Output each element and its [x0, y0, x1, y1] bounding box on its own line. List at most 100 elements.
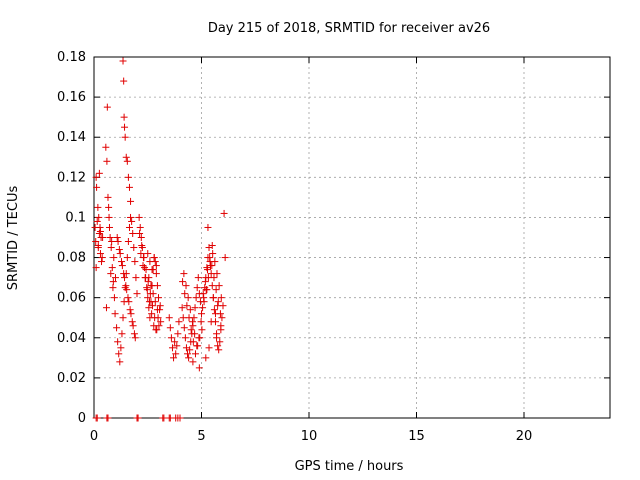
data-point [154, 314, 162, 322]
data-point [120, 270, 128, 278]
data-point [218, 314, 226, 322]
x-axis-label: GPS time / hours [295, 459, 404, 474]
data-point [209, 294, 217, 302]
data-point [213, 334, 221, 342]
data-point [188, 318, 196, 326]
data-point [149, 290, 157, 298]
data-point [108, 238, 116, 246]
data-point [93, 414, 101, 422]
axis-ticks: 0 0.02 0.04 0.06 0.08 0.1 0.12 0.14 0.16 0.18 0 5 10… [57, 50, 610, 444]
data-point [146, 258, 154, 266]
data-point [114, 238, 122, 246]
data-point [131, 258, 139, 266]
data-point [130, 330, 138, 338]
y-tick-label: 0.04 [57, 331, 86, 346]
data-point [153, 306, 161, 314]
data-point [147, 282, 155, 290]
data-point [129, 322, 137, 330]
data-point [107, 244, 115, 252]
data-point [136, 223, 144, 231]
data-point [123, 286, 131, 294]
data-point [95, 169, 103, 177]
data-point [118, 262, 126, 270]
data-point [208, 282, 216, 290]
data-point [148, 310, 156, 318]
data-point [214, 342, 222, 350]
data-point [105, 223, 113, 231]
x-tick-label: 15 [408, 429, 425, 444]
data-point [209, 250, 217, 258]
data-point [200, 298, 208, 306]
data-point [204, 223, 212, 231]
data-point [120, 77, 128, 85]
data-point [197, 318, 205, 326]
data-point [125, 298, 133, 306]
y-tick-label: 0.16 [57, 90, 86, 105]
y-tick-label: 0 [78, 411, 86, 426]
plot-frame [93, 56, 611, 419]
data-point [165, 314, 173, 322]
data-point [198, 310, 205, 318]
data-point [139, 262, 147, 270]
data-point [105, 203, 113, 211]
y-tick-label: 0.06 [57, 291, 86, 306]
data-point [129, 229, 137, 237]
data-point [189, 358, 197, 366]
data-point [119, 57, 127, 65]
data-point [118, 258, 126, 266]
data-point [110, 294, 118, 302]
data-point [106, 234, 114, 241]
data-point [115, 350, 123, 358]
data-point [107, 270, 115, 278]
data-point [109, 284, 117, 292]
data-point [144, 250, 152, 258]
data-point [92, 264, 100, 272]
data-point [93, 183, 101, 191]
data-point [128, 217, 136, 225]
data-point [203, 286, 211, 294]
data-point [211, 258, 219, 266]
data-point [194, 274, 202, 282]
data-point [142, 266, 150, 274]
data-point [150, 254, 158, 262]
data-point [102, 304, 110, 312]
data-point [181, 334, 189, 342]
data-point [184, 350, 192, 358]
data-point [127, 213, 135, 221]
data-point [173, 342, 181, 350]
y-tick-label: 0.1 [65, 210, 86, 225]
chart-title: Day 215 of 2018, SRMTID for receiver av2… [208, 21, 490, 36]
data-point [217, 294, 225, 302]
y-tick-label: 0.12 [57, 170, 86, 185]
data-point [157, 318, 165, 326]
data-point [208, 242, 216, 250]
data-point [121, 274, 129, 282]
grid-lines [94, 57, 610, 418]
data-point [128, 318, 136, 326]
data-point [133, 290, 141, 298]
data-point [122, 282, 130, 290]
data-point [207, 262, 215, 270]
data-point [214, 298, 222, 306]
data-point [179, 278, 187, 286]
data-point [171, 338, 179, 346]
data-point [143, 286, 151, 294]
data-point [166, 324, 174, 332]
data-point [172, 350, 180, 358]
data-point [152, 270, 160, 278]
data-point [186, 306, 194, 314]
y-tick-label: 0.02 [57, 371, 86, 386]
data-point [213, 270, 221, 278]
data-point [126, 306, 134, 314]
data-point [104, 193, 112, 201]
data-point [125, 183, 133, 191]
data-point [191, 330, 199, 338]
data-point [167, 334, 175, 342]
data-point [155, 294, 162, 302]
data-point [212, 286, 220, 294]
data-point [127, 197, 135, 205]
data-point [134, 414, 142, 422]
data-point [124, 294, 132, 302]
data-point [168, 344, 176, 352]
data-point [220, 209, 228, 217]
